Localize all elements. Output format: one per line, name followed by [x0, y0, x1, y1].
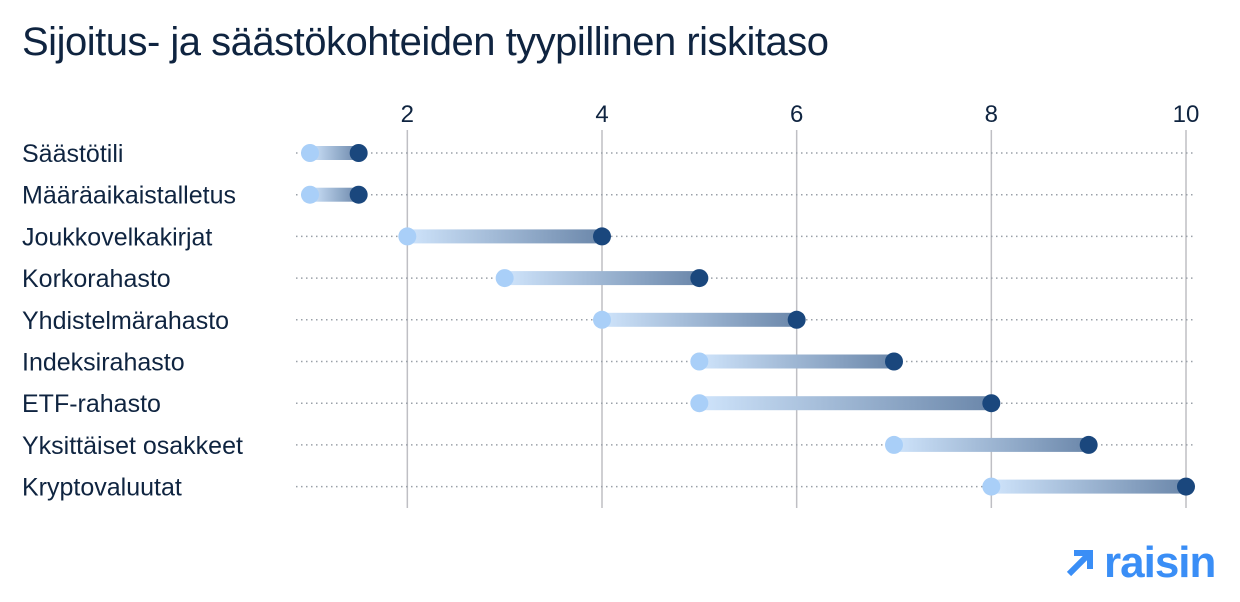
arrow-up-right-icon: [1066, 550, 1093, 577]
low-risk-marker: [885, 435, 903, 454]
category-label: ETF-rahasto: [22, 390, 161, 418]
high-risk-marker: [690, 269, 709, 288]
low-risk-marker: [690, 352, 709, 371]
range-bar: [699, 354, 894, 369]
low-risk-marker: [495, 269, 514, 288]
category-label-layer: Säästötili Määräaikaistalletus Joukkovelka…: [22, 140, 243, 502]
high-risk-marker: [787, 310, 806, 329]
range-bar: [602, 312, 797, 327]
tick-label-layer: 2 4 6 8 10: [401, 101, 1200, 128]
low-risk-marker: [690, 394, 709, 413]
category-label: Kryptovaluutat: [22, 474, 182, 502]
x-tick-label: 6: [790, 101, 803, 128]
high-risk-marker: [982, 394, 1001, 413]
x-tick-label: 8: [985, 101, 998, 128]
category-label: Yhdistelmärahasto: [22, 307, 229, 335]
range-bar: [407, 229, 602, 244]
high-risk-marker: [1079, 435, 1098, 454]
range-bar: [310, 187, 359, 202]
high-risk-marker: [349, 144, 368, 162]
range-bar: [310, 146, 359, 160]
low-risk-marker: [982, 477, 1001, 496]
range-bar: [504, 271, 700, 286]
category-label: Joukkovelkakirjat: [22, 223, 212, 251]
x-tick-label: 10: [1173, 101, 1200, 128]
low-risk-marker: [398, 227, 417, 246]
chart-title: Sijoitus- ja säästökohteiden tyypillinen…: [22, 20, 829, 64]
brand-name: raisin: [1104, 538, 1216, 587]
high-risk-marker: [885, 352, 903, 371]
x-tick-label: 2: [401, 101, 414, 128]
range-bar: [991, 479, 1186, 494]
low-risk-marker: [301, 185, 319, 204]
high-risk-marker: [593, 227, 611, 246]
category-label: Yksittäiset osakkeet: [22, 432, 243, 460]
low-risk-marker: [593, 310, 611, 329]
category-label: Indeksirahasto: [22, 349, 185, 377]
low-risk-marker: [301, 144, 319, 162]
high-risk-marker: [349, 185, 368, 204]
category-label: Määräaikaistalletus: [22, 182, 236, 210]
x-tick-label: 4: [595, 101, 608, 128]
range-bar: [894, 437, 1089, 452]
category-label: Säästötili: [22, 140, 123, 168]
marker-layer: [301, 144, 1195, 496]
raisin-logo: raisin: [1062, 538, 1216, 588]
range-bar: [699, 396, 992, 411]
high-risk-marker: [1177, 477, 1195, 496]
range-bar-layer: [310, 146, 1186, 494]
category-label: Korkorahasto: [22, 265, 171, 293]
